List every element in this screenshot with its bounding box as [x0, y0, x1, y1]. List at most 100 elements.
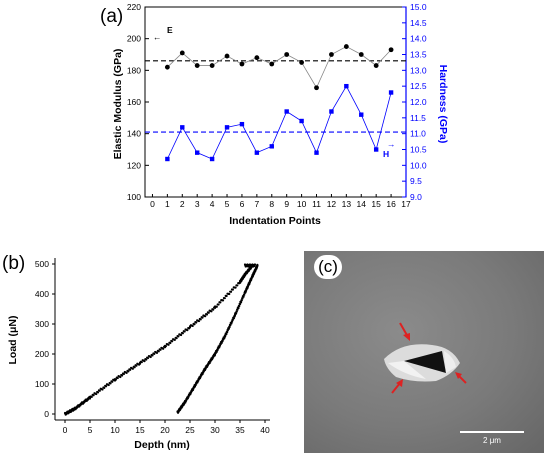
unloading-point: [238, 304, 241, 308]
h-point: [224, 125, 230, 130]
y-tick-label: 500: [35, 259, 49, 269]
h-series-line: [167, 85, 392, 160]
h-point: [344, 83, 349, 89]
e-point: [358, 52, 364, 57]
loading-point: [173, 338, 176, 341]
loading-point: [98, 389, 101, 392]
x-tick-label: 5: [225, 199, 230, 209]
y2-tick-label: 13.5: [410, 50, 427, 60]
x-tick-label: 25: [185, 425, 195, 435]
loading-point: [145, 358, 148, 361]
h-point: [209, 156, 215, 162]
panel-a-x-ticks: 0 1 2 3 4 5 6 7 8 9 10 11 12 13 14 15 16 17: [150, 194, 411, 209]
x-tick-label: 6: [240, 199, 245, 209]
loading-point: [175, 337, 178, 340]
y2-tick-label: 9.0: [410, 192, 422, 202]
loading-point: [90, 395, 93, 399]
unloading-point: [231, 318, 234, 321]
e-point: [179, 50, 185, 56]
panel-a-y2-ticks: 9.0 9.5 10.0 10.5 11.0 11.5 12.0 12.5 13.0 13.5 14…: [402, 2, 427, 202]
y2-tick-label: 9.5: [410, 176, 422, 186]
e-point: [343, 44, 349, 49]
loading-point: [195, 321, 198, 324]
loading-point: [164, 345, 167, 348]
panel-b-label: (b): [2, 253, 25, 274]
y2-tick-label: 12.5: [410, 81, 427, 91]
x-tick-label: 14: [357, 199, 367, 209]
unloading-point: [239, 301, 243, 304]
loading-point: [111, 380, 114, 383]
loading-point: [215, 305, 218, 308]
loading-point: [199, 318, 202, 321]
loading-point: [114, 378, 117, 381]
loading-point: [231, 288, 234, 291]
e-series-line: [167, 46, 392, 89]
y-tick-label: 300: [35, 319, 49, 329]
y-tick-label: 400: [35, 289, 49, 299]
loading-point: [116, 376, 119, 380]
loading-point: [169, 341, 172, 345]
e-point: [314, 85, 319, 91]
legend-h-label: H: [383, 149, 389, 159]
x-tick-label: 16: [386, 199, 396, 209]
x-tick-label: 30: [210, 425, 220, 435]
x-tick-label: 12: [327, 199, 337, 209]
h-point: [284, 109, 289, 114]
panel-a-label: (a): [100, 6, 123, 27]
unloading-point: [231, 320, 234, 323]
e-point: [209, 63, 215, 68]
y-tick-label: 100: [127, 192, 141, 202]
panel-a-y-ticks: 100 120 140 160 180 200 220: [127, 2, 149, 202]
y2-tick-label: 11.0: [410, 129, 426, 139]
x-tick-label: 8: [269, 199, 274, 209]
unloading-point: [236, 308, 239, 311]
unloading-point: [234, 312, 238, 315]
loading-point: [191, 324, 194, 328]
loading-point: [219, 301, 222, 304]
legend-e-arrow: ←: [153, 32, 162, 42]
e-point: [329, 52, 334, 57]
unloading-point: [235, 310, 238, 313]
loading-point: [107, 383, 110, 387]
hold-point: [253, 263, 257, 266]
loading-point: [138, 362, 142, 365]
e-point: [194, 63, 200, 68]
indent-edge-highlight: [388, 361, 426, 379]
loading-point: [179, 333, 183, 337]
y2-tick-label: 14.5: [410, 18, 427, 28]
panel-b: (b) 0 5 10 15 20 25 30 35 40 0 100 200 300 400 500 De…: [2, 253, 270, 451]
panel-a-x-label: Indentation Points: [229, 215, 321, 227]
loading-point: [122, 372, 126, 376]
loading-point: [204, 315, 207, 318]
h-point: [388, 90, 394, 95]
y-tick-label: 100: [35, 379, 49, 389]
loading-point: [95, 392, 98, 396]
loading-point: [181, 332, 184, 335]
loading-point: [171, 340, 174, 343]
unloading-point: [242, 295, 245, 298]
x-tick-label: 13: [342, 199, 352, 209]
loading-point: [133, 366, 136, 369]
loading-point: [101, 388, 104, 391]
red-arrows: [391, 322, 467, 394]
panel-a-frame: [144, 6, 407, 198]
loading-point: [153, 352, 156, 356]
h-point: [195, 150, 200, 155]
h-point: [165, 156, 170, 162]
panel-c-label: (c): [314, 255, 342, 279]
unloading-point: [226, 329, 229, 332]
e-point: [299, 60, 304, 65]
loading-point: [140, 361, 143, 364]
y-tick-label: 200: [35, 349, 49, 359]
panel-a-y-label: Elastic Modulus (GPa): [112, 49, 124, 160]
loading-point: [151, 354, 154, 357]
h-point: [329, 109, 334, 114]
loading-point: [207, 311, 210, 314]
x-tick-label: 5: [88, 425, 93, 435]
e-point: [373, 63, 379, 68]
legend-e-label: E: [167, 25, 173, 35]
unloading-point: [225, 332, 228, 336]
loading-point: [193, 323, 196, 326]
loading-point: [119, 375, 122, 379]
